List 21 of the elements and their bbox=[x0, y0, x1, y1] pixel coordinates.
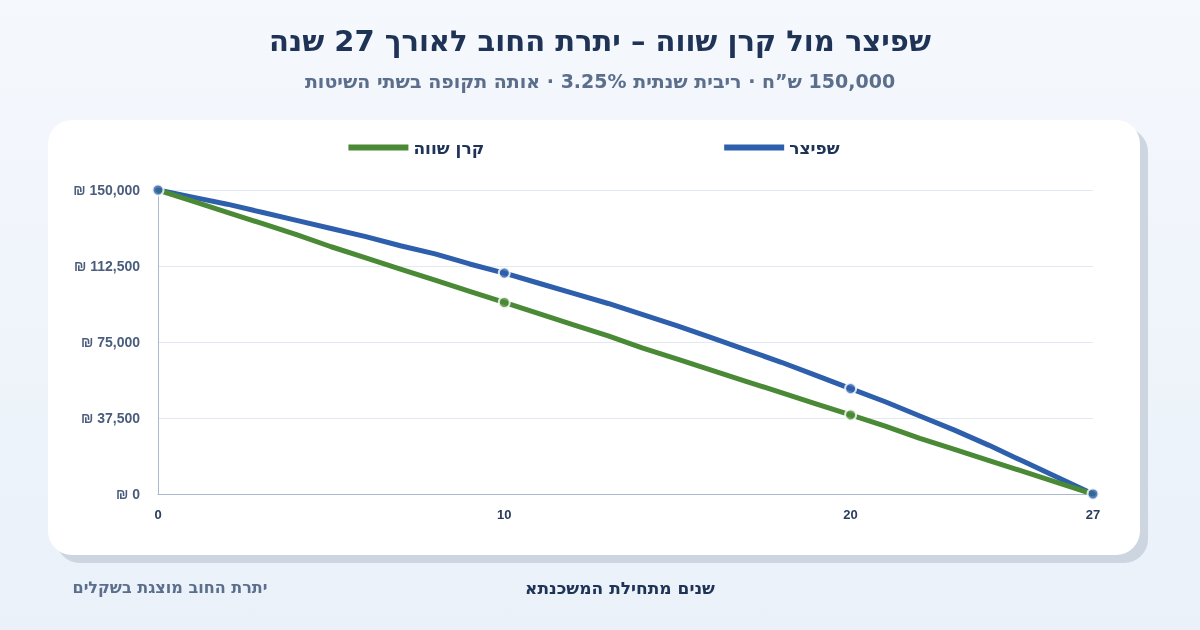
x-tick-label: 0 bbox=[154, 507, 162, 522]
y-tick-label: ₪ 37,500 bbox=[80, 410, 141, 426]
legend-label: קרן שווה bbox=[413, 137, 485, 158]
x-axis-title: שנים מתחילת המשכנתא bbox=[524, 578, 716, 598]
y-tick-label: ₪ 150,000 bbox=[73, 182, 141, 198]
y-tick-label: ₪ 0 bbox=[115, 486, 141, 502]
point bbox=[844, 382, 858, 396]
x-tick-label: 27 bbox=[1085, 507, 1101, 522]
chart-subtitle: 150,000 ש”ח · ריבית שנתית 3.25% · אותה תקופה בשתי השיטות bbox=[303, 70, 897, 92]
legend-label: שפיצר bbox=[789, 137, 840, 158]
point bbox=[497, 266, 511, 280]
x-tick-label: 20 bbox=[843, 507, 858, 522]
y-tick-label: ₪ 75,000 bbox=[80, 334, 141, 350]
y-tick-label: ₪ 112,500 bbox=[73, 258, 141, 274]
point bbox=[844, 408, 858, 422]
point bbox=[1086, 487, 1100, 501]
text: יתרת החוב מוצגת בשקלים bbox=[71, 578, 269, 597]
x-tick-label: 10 bbox=[497, 507, 512, 522]
point bbox=[497, 295, 511, 309]
chart-title: שפיצר מול קרן שווה – יתרת החוב לאורך 27 שנה bbox=[268, 24, 932, 58]
point bbox=[151, 183, 165, 197]
